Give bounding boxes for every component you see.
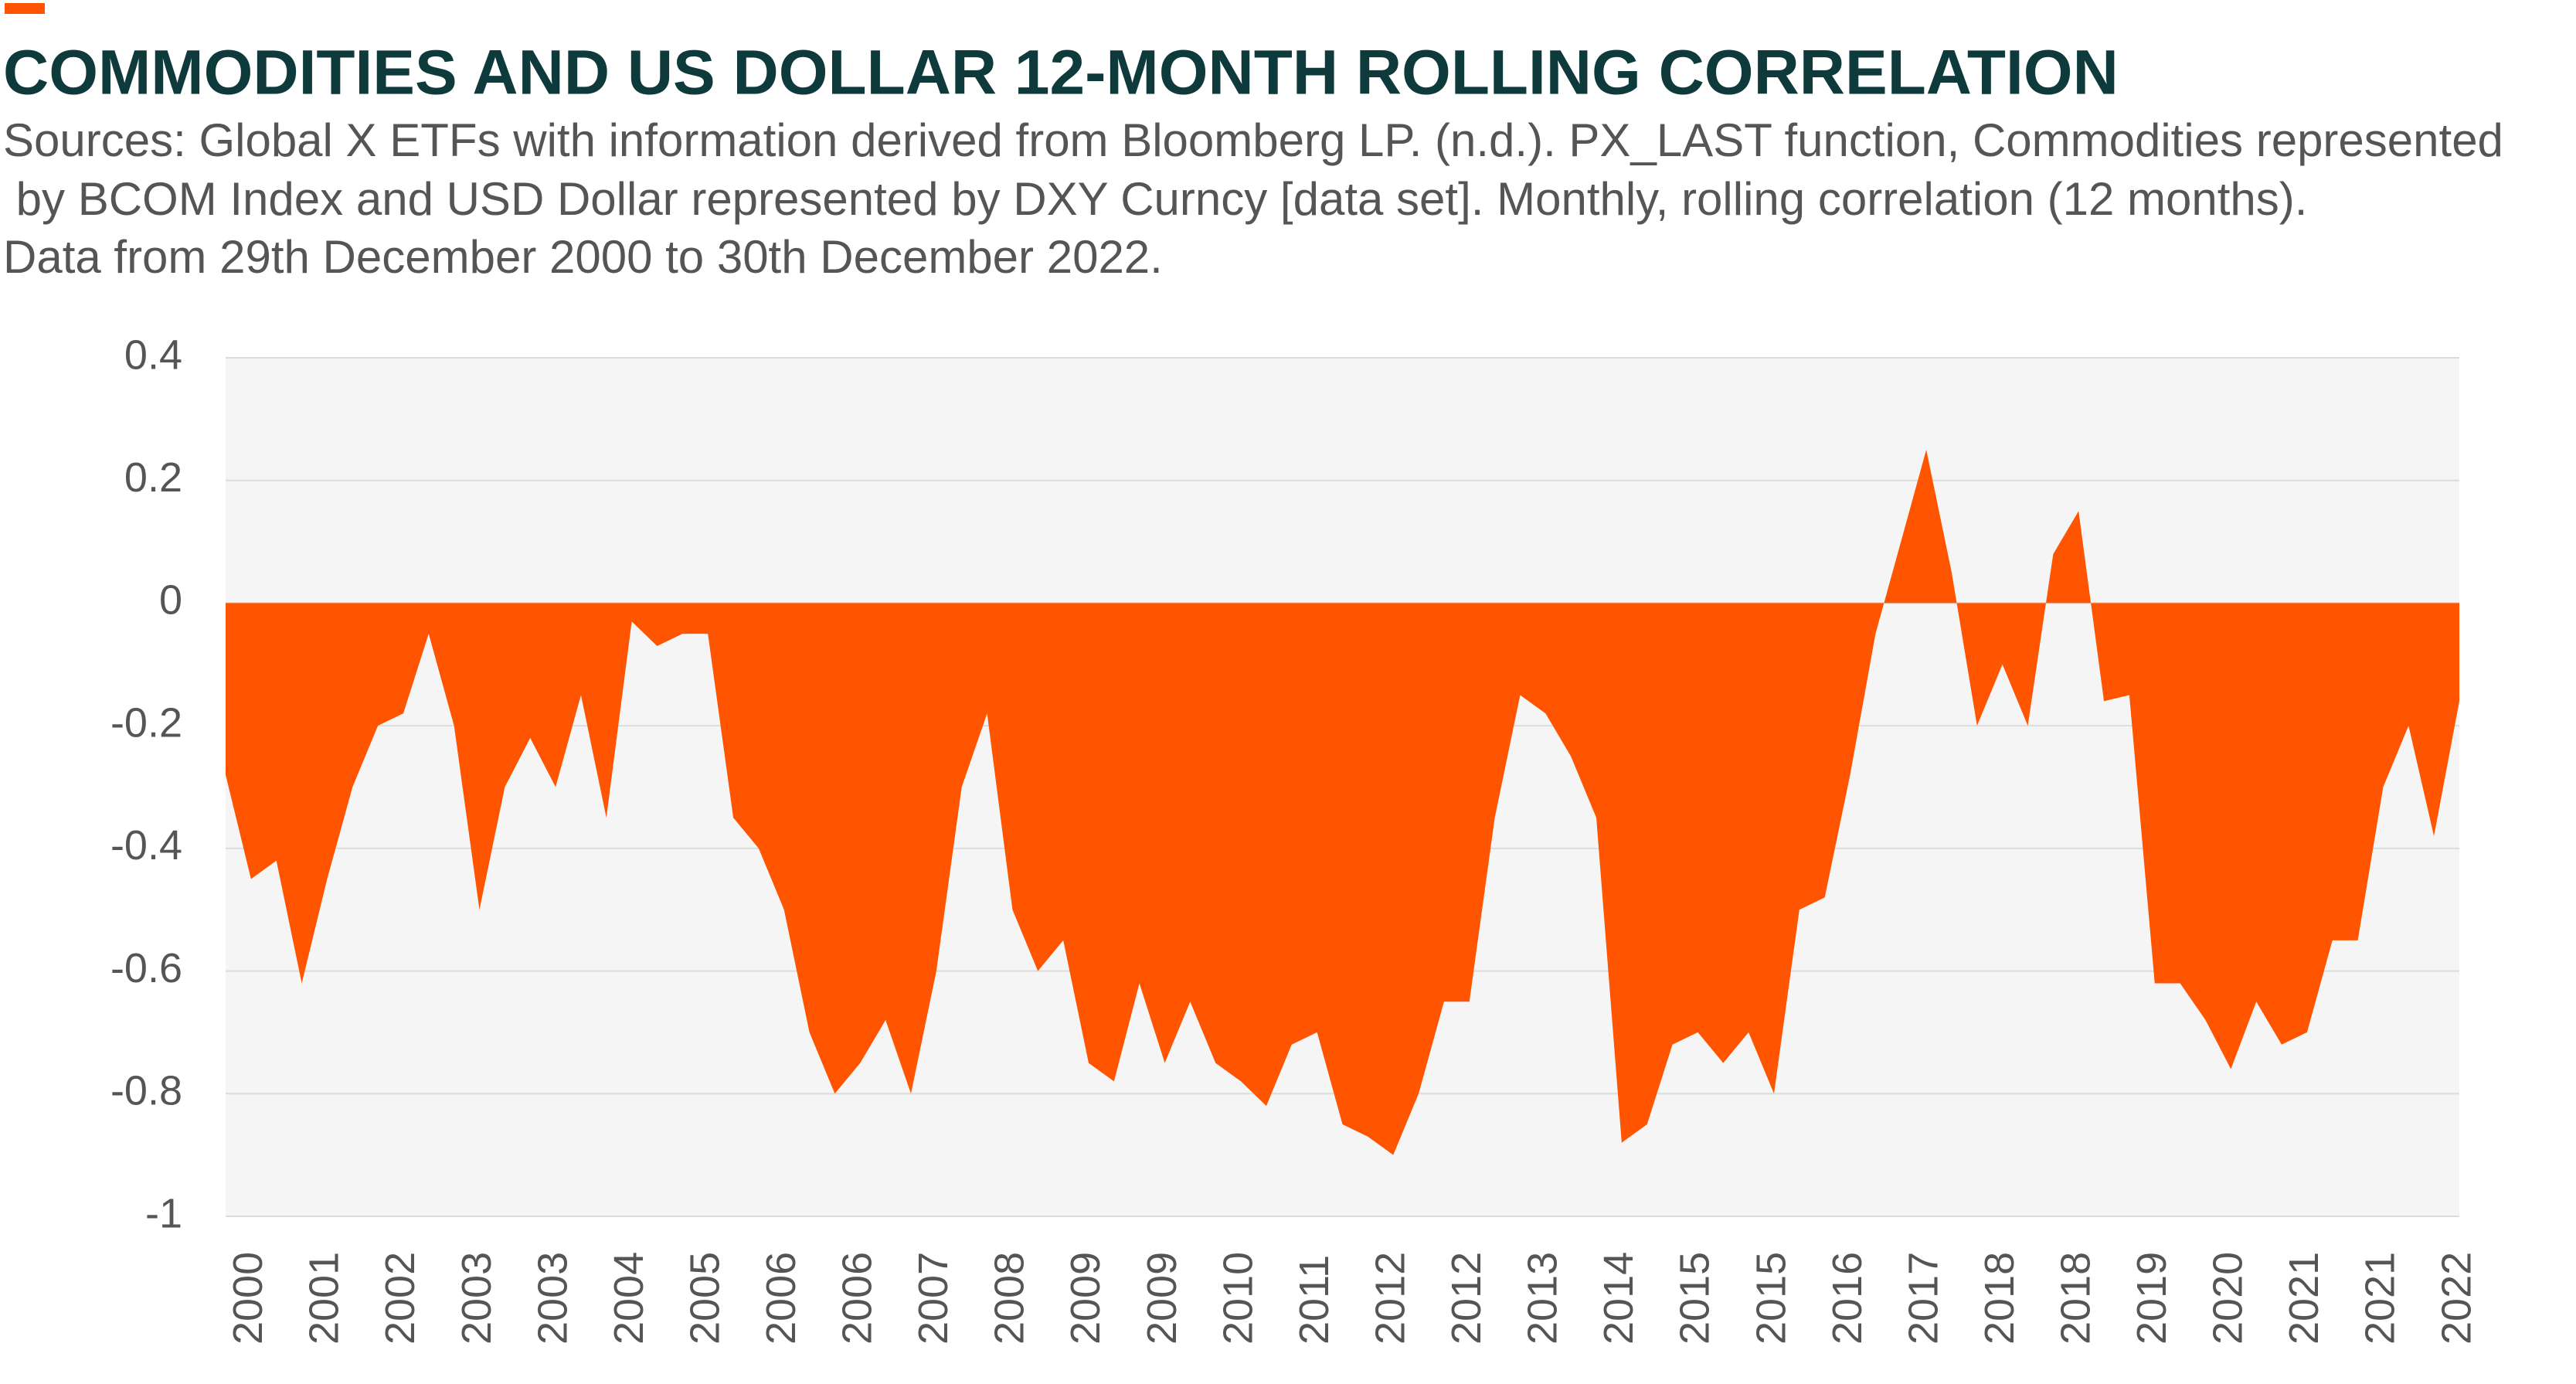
x-tick-label: 2004 [606,1252,652,1345]
x-tick-label: 2013 [1520,1252,1566,1345]
x-tick-label: 2018 [2052,1252,2099,1345]
y-tick-label: -0.2 [110,699,182,746]
x-tick-label: 2016 [1824,1252,1871,1345]
y-tick-label: 0.4 [124,332,182,378]
subtitle-line: Data from 29th December 2000 to 30th Dec… [3,231,1163,283]
y-tick-label: 0 [159,577,182,624]
x-tick-label: 2001 [301,1252,348,1345]
x-tick-label: 2007 [910,1252,957,1345]
x-tick-label: 2012 [1367,1252,1413,1345]
x-tick-label: 2002 [377,1252,423,1345]
x-tick-label: 2005 [681,1252,728,1345]
x-tick-label: 2018 [1976,1252,2023,1345]
x-tick-label: 2022 [2433,1252,2479,1345]
subtitle-line: Sources: Global X ETFs with information … [3,114,2503,166]
x-tick-label: 2009 [1139,1252,1185,1345]
y-tick-label: -0.4 [110,822,182,869]
x-tick-label: 2021 [2281,1252,2327,1345]
y-tick-label: -0.6 [110,945,182,991]
x-tick-label: 2017 [1900,1252,1946,1345]
x-tick-label: 2020 [2205,1252,2251,1345]
x-tick-label: 2006 [834,1252,881,1345]
x-tick-label: 2019 [2129,1252,2175,1345]
x-tick-label: 2008 [987,1252,1033,1345]
x-tick-label: 2011 [1291,1255,1337,1345]
y-tick-label: -1 [145,1190,182,1236]
x-tick-label: 2003 [454,1252,500,1345]
x-tick-label: 2009 [1062,1252,1109,1345]
x-tick-label: 2012 [1443,1252,1490,1345]
x-tick-label: 2000 [225,1252,271,1345]
x-tick-label: 2015 [1672,1252,1718,1345]
area [226,450,2459,1155]
chart-title: COMMODITIES AND US DOLLAR 12-MONTH ROLLI… [3,38,2119,108]
x-tick-label: 2021 [2357,1252,2404,1345]
y-tick-label: 0.2 [124,454,182,501]
x-tick-label: 2014 [1596,1252,1642,1345]
x-tick-label: 2010 [1215,1252,1261,1345]
x-tick-label: 2006 [758,1252,804,1345]
y-tick-label: -0.8 [110,1068,182,1114]
x-tick-label: 2015 [1748,1252,1794,1345]
subtitle-line: by BCOM Index and USD Dollar represented… [3,173,2307,225]
x-tick-label: 2003 [529,1252,576,1345]
brand-mark [5,3,45,14]
